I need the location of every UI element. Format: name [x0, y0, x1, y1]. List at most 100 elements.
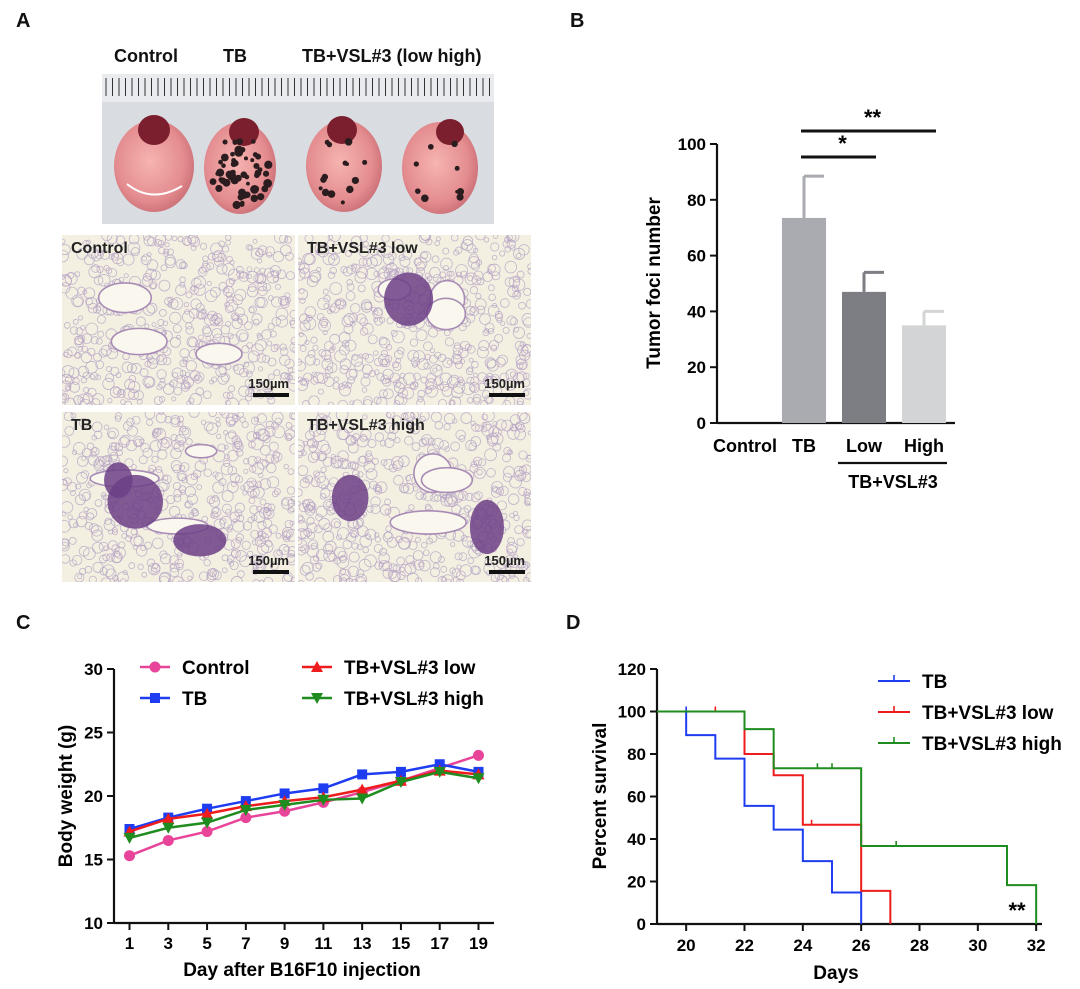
legend-item: Control [140, 658, 250, 679]
x-tick-label: 28 [910, 936, 929, 955]
data-point [279, 788, 290, 799]
y-axis-label: Percent survival [590, 723, 611, 870]
data-point [162, 834, 174, 846]
data-point [318, 783, 329, 794]
data-point [201, 817, 214, 829]
y-tick-label: 40 [627, 830, 646, 849]
y-tick-label: 25 [84, 724, 103, 743]
y-tick-label: 80 [627, 745, 646, 764]
scale-bar [253, 570, 289, 574]
series-tb-vsl-3-high [657, 710, 1038, 924]
scale-bar [489, 393, 525, 397]
data-point [317, 794, 330, 806]
lung-vsl-high [402, 119, 478, 214]
data-point [240, 812, 252, 824]
data-point [201, 807, 214, 819]
legend-item: TB [140, 689, 207, 710]
data-point [356, 793, 369, 805]
bar-low [842, 291, 886, 423]
lung-photo [102, 74, 494, 224]
ruler-strip [102, 74, 494, 102]
x-tick-label: 19 [469, 934, 488, 953]
scale-label: 150µm [484, 376, 525, 391]
x-tick-label: 1 [125, 934, 134, 953]
scale-bar [253, 393, 289, 397]
x-tick-label: 9 [280, 934, 289, 953]
data-point [311, 661, 323, 672]
legend-label: TB+VSL#3 low [922, 703, 1054, 724]
panel-letter-c: C [16, 612, 31, 634]
scale-label: 150µm [248, 553, 289, 568]
legend-label: TB+VSL#3 high [922, 734, 1062, 755]
histo-label: TB [71, 417, 93, 434]
x-tick-label: 24 [793, 936, 812, 955]
data-point [279, 805, 291, 817]
x-tick-label: 22 [735, 936, 754, 955]
y-tick-label: 100 [618, 703, 646, 722]
y-tick-label: 0 [637, 915, 646, 934]
histo-vsl-high: TB+VSL#3 high 150µm [298, 412, 531, 582]
x-axis-label: Day after B16F10 injection [183, 960, 421, 981]
data-point [394, 777, 407, 789]
data-point [162, 822, 175, 834]
data-point [162, 812, 175, 824]
legend-item: TB+VSL#3 low [302, 658, 476, 679]
data-point [472, 773, 485, 785]
significance-label: ** [864, 105, 882, 130]
photo-label-vsl: TB+VSL#3 (low high) [302, 46, 482, 66]
photo-label-control: Control [114, 46, 178, 66]
x-tick-label: 3 [164, 934, 173, 953]
y-axis-label: Body weight (g) [56, 725, 77, 867]
scale-label: 150µm [248, 376, 289, 391]
x-axis-label: Days [813, 963, 858, 984]
legend-label: TB [182, 689, 207, 710]
x-tick-label: Control [713, 436, 777, 456]
y-tick-label: 120 [618, 660, 646, 679]
data-point [434, 759, 445, 770]
x-tick-label: 7 [241, 934, 250, 953]
x-tick-label: 20 [677, 936, 696, 955]
x-tick-label: 30 [968, 936, 987, 955]
scale-bar [489, 570, 525, 574]
x-tick-label: 26 [852, 936, 871, 955]
significance-label: * [838, 131, 847, 156]
histo-tb: TB 150µm [62, 412, 295, 582]
legend-item: TB+VSL#3 low [878, 703, 1054, 724]
series-line [129, 770, 479, 840]
data-point [239, 804, 252, 816]
data-point [123, 832, 136, 844]
x-tick-label: TB [792, 436, 816, 456]
y-tick-label: 80 [687, 191, 706, 210]
y-tick-label: 100 [678, 135, 706, 154]
legend-label: Control [182, 658, 250, 679]
y-tick-label: 20 [687, 358, 706, 377]
photo-label-tb: TB [223, 46, 247, 66]
y-tick-label: 20 [627, 873, 646, 892]
series-line [129, 762, 479, 831]
data-point [472, 749, 484, 761]
x-tick-label: 13 [353, 934, 372, 953]
legend-item: TB+VSL#3 high [878, 734, 1062, 755]
lung-vsl-low [306, 116, 382, 212]
data-point [149, 661, 161, 673]
data-point [395, 766, 406, 777]
x-tick-label: 15 [391, 934, 410, 953]
y-tick-label: 40 [687, 302, 706, 321]
panel-letter-a: A [16, 10, 31, 32]
survival-curve [657, 710, 1038, 924]
data-point [201, 826, 213, 838]
lung-control [114, 115, 194, 212]
histo-vsl-low: TB+VSL#3 low 150µm [298, 235, 531, 405]
y-tick-label: 15 [84, 851, 103, 870]
histo-label: TB+VSL#3 low [307, 240, 418, 257]
panel-letter-b: B [570, 10, 585, 32]
lung-tb [204, 118, 276, 214]
legend-item: TB [878, 672, 947, 693]
survival-curve [657, 710, 863, 924]
x-tick-label: 11 [314, 934, 332, 953]
histo-label: Control [71, 240, 128, 257]
